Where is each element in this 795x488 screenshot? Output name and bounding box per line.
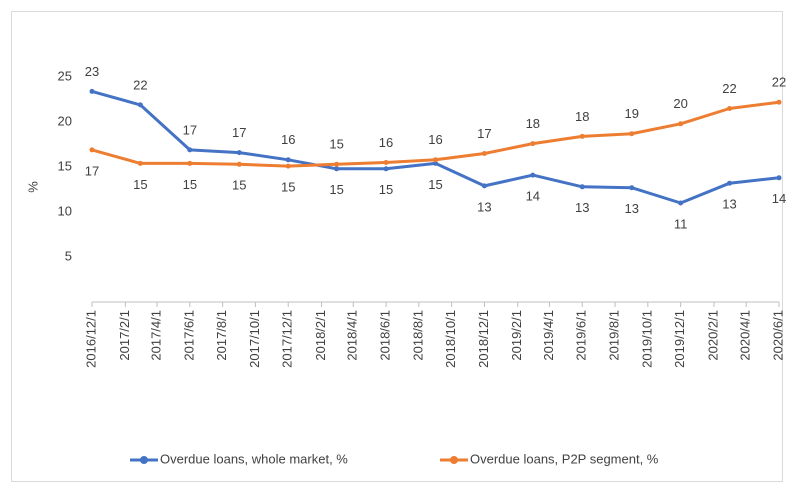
point: [678, 200, 684, 206]
data-label: 22: [772, 75, 786, 90]
x-tick-label: 2018/6/1: [377, 310, 392, 361]
point: [776, 99, 782, 105]
data-label: 17: [477, 126, 491, 141]
data-label: 22: [133, 77, 147, 92]
legend-label: Overdue loans, whole market, %: [160, 451, 348, 466]
x-tick-label: 2017/8/1: [214, 310, 229, 361]
chart-border: [11, 11, 783, 482]
legend-marker: [140, 456, 148, 464]
data-label: 16: [379, 135, 393, 150]
legend-marker: [450, 456, 458, 464]
point: [285, 157, 291, 163]
y-tick-label: 5: [65, 248, 72, 263]
x-tick-label: 2016/12/1: [83, 310, 98, 368]
x-tick-label: 2018/4/1: [345, 310, 360, 361]
point: [727, 106, 733, 111]
data-label: 13: [624, 201, 638, 216]
legend-label: Overdue loans, P2P segment, %: [470, 451, 659, 466]
x-tick-label: 2017/12/1: [280, 310, 295, 368]
point: [629, 185, 635, 191]
x-tick-label: 2018/10/1: [443, 310, 458, 368]
data-label: 15: [329, 137, 343, 152]
point: [433, 160, 438, 166]
x-tick-label: 2017/4/1: [148, 310, 163, 361]
data-label: 20: [673, 96, 687, 111]
point: [481, 183, 487, 189]
data-label: 18: [575, 109, 589, 124]
y-tick-label: 25: [58, 68, 72, 83]
y-tick-label: 10: [58, 203, 72, 218]
point: [530, 141, 536, 147]
x-tick-label: 2020/4/1: [738, 310, 753, 361]
data-label: 15: [329, 182, 343, 197]
point: [334, 161, 340, 167]
data-label: 19: [624, 106, 638, 121]
point: [579, 184, 585, 190]
x-tick-label: 2018/12/1: [476, 310, 491, 368]
point: [187, 160, 193, 166]
point: [285, 163, 291, 169]
data-label: 15: [183, 177, 197, 192]
point: [776, 175, 782, 181]
point: [481, 151, 487, 156]
x-tick-label: 2019/12/1: [672, 310, 687, 368]
x-tick-label: 2020/6/1: [770, 310, 785, 361]
data-label: 23: [85, 64, 99, 79]
x-tick-label: 2019/6/1: [574, 310, 589, 361]
data-label: 13: [575, 200, 589, 215]
data-label: 14: [772, 191, 786, 206]
y-tick-label: 20: [58, 113, 72, 128]
point: [579, 133, 585, 139]
data-label: 15: [281, 180, 295, 195]
x-tick-label: 2017/10/1: [247, 310, 262, 368]
y-tick-label: 15: [58, 158, 72, 173]
point: [137, 102, 143, 108]
point: [678, 121, 684, 127]
data-label: 13: [477, 199, 491, 214]
x-tick-label: 2017/6/1: [181, 310, 196, 361]
point: [236, 150, 242, 156]
x-tick-label: 2019/8/1: [606, 310, 621, 361]
data-label: 22: [722, 81, 736, 96]
data-label: 13: [722, 197, 736, 212]
point: [236, 161, 242, 167]
y-axis-label: %: [25, 181, 40, 193]
point: [187, 147, 193, 153]
point: [629, 131, 635, 137]
data-label: 16: [281, 132, 295, 147]
data-label: 18: [526, 116, 540, 131]
data-label: 11: [674, 216, 688, 231]
point: [89, 88, 95, 94]
data-label: 15: [428, 177, 442, 192]
data-label: 16: [428, 132, 442, 147]
data-label: 17: [85, 163, 99, 178]
x-tick-label: 2017/2/1: [117, 310, 132, 361]
point: [530, 172, 536, 178]
x-tick-label: 2019/10/1: [639, 310, 654, 368]
data-label: 17: [232, 125, 246, 140]
x-tick-label: 2018/2/1: [313, 310, 328, 361]
data-label: 17: [183, 122, 197, 137]
point: [89, 147, 95, 153]
point: [137, 160, 143, 166]
data-label: 15: [133, 177, 147, 192]
point: [383, 166, 389, 172]
x-tick-label: 2018/8/1: [410, 310, 425, 361]
data-label: 15: [232, 178, 246, 193]
point: [383, 160, 389, 165]
data-label: 14: [526, 189, 540, 204]
x-tick-label: 2019/4/1: [541, 310, 556, 361]
data-label: 15: [379, 182, 393, 197]
point: [727, 180, 733, 186]
point: [334, 166, 340, 172]
x-tick-label: 2019/2/1: [509, 310, 524, 361]
x-tick-label: 2020/2/1: [705, 310, 720, 361]
point: [433, 157, 438, 163]
